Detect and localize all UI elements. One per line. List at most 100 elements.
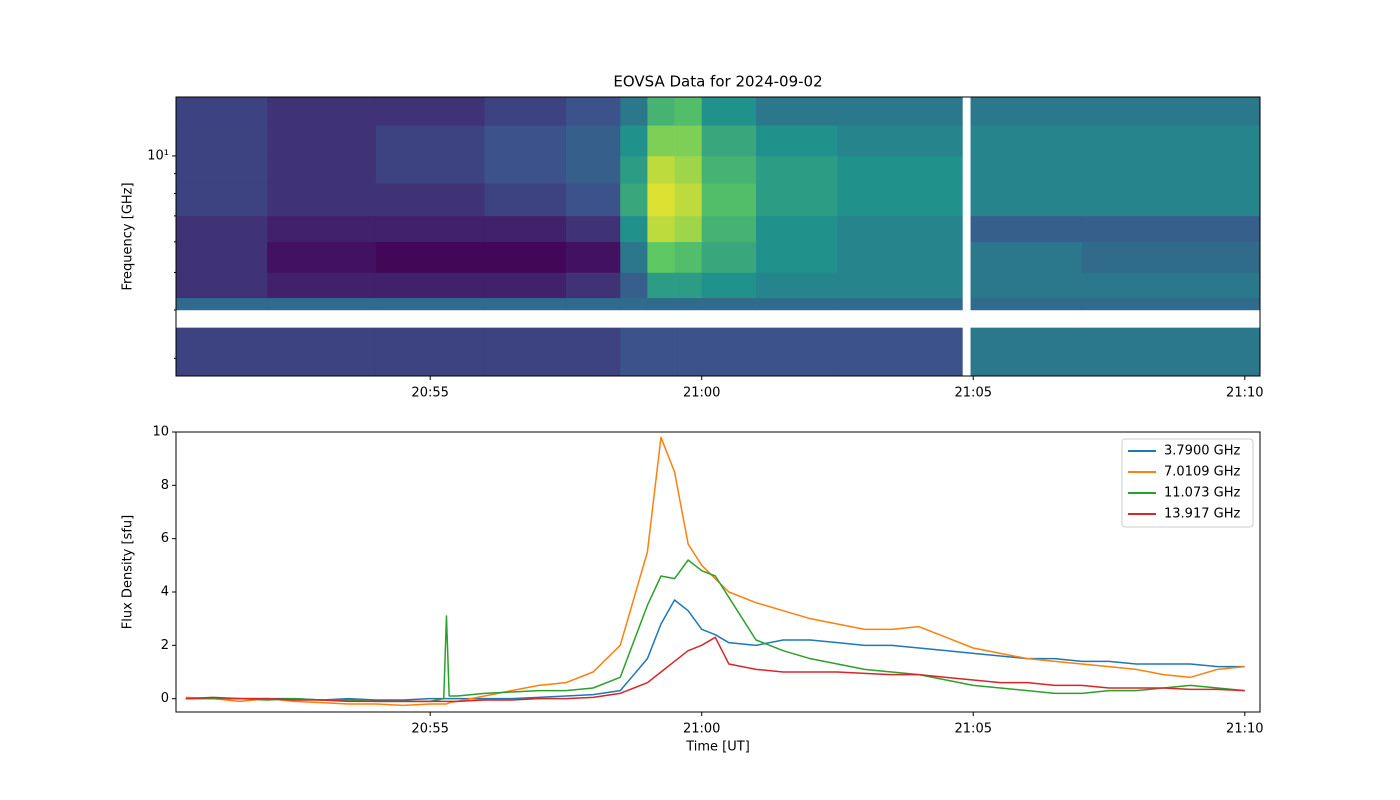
axes-frame [175,431,1261,713]
heatmap-cell [647,297,675,311]
plot-area [185,436,1245,707]
heatmap-cell [647,215,675,243]
y-tick-label: 0 [161,691,169,706]
heatmap-cell [970,272,1083,299]
heatmap-cell [756,297,838,311]
heatmap-cell [620,155,648,184]
heatmap-cell [375,215,485,243]
x-tick-label: 20:55 [411,386,448,401]
heatmap-cell [565,155,621,184]
legend-label: 11.073 GHz [1164,486,1240,501]
heatmap-cell [756,155,838,184]
heatmap-cell [970,125,1083,157]
heatmap-cell [484,125,567,157]
heatmap-cell [647,183,675,217]
heatmap-cell [1081,327,1260,376]
series-line [185,559,1245,703]
heatmap-cell [647,125,675,157]
heatmap-cell [674,183,703,217]
heatmap-cell [620,183,648,217]
heatmap-cell [647,327,675,376]
heatmap-cell [176,297,268,311]
heatmap-cell [620,327,648,376]
y-axis-label: Frequency [GHz] [121,182,136,290]
heatmap-cell [620,125,648,157]
heatmap-cell [701,272,757,299]
heatmap-cell [1081,241,1260,273]
heatmap-cell [620,241,648,273]
heatmap-cell [176,183,268,217]
plot-area [176,97,1260,376]
y-tick-label: 10¹ [147,148,169,163]
heatmap-cell [1081,97,1260,126]
heatmap-cell [176,125,268,157]
heatmap-cell [837,125,963,157]
legend-label: 3.7900 GHz [1164,444,1240,459]
heatmap-cell [674,272,703,299]
heatmap-cell [701,97,757,126]
heatmap-cell [756,183,838,217]
heatmap-cell [970,327,1083,376]
heatmap-cell [565,97,621,126]
heatmap-cell [756,241,838,273]
heatmap-cell [267,97,377,126]
x-tick-label: 21:10 [1226,722,1263,737]
heatmap-cell [701,327,757,376]
heatmap-cell [647,241,675,273]
heatmap-cell [970,183,1083,217]
heatmap-cell [756,215,838,243]
heatmap-cell [176,327,268,376]
chart-title: EOVSA Data for 2024-09-02 [613,73,822,91]
heatmap-cell [267,327,377,376]
heatmap-cell [620,272,648,299]
heatmap-cell [484,97,567,126]
heatmap-cell [375,97,485,126]
heatmap-cell [970,155,1083,184]
heatmap-cell [484,215,567,243]
x-tick-label: 21:00 [683,722,720,737]
y-tick-label: 6 [161,531,169,546]
heatmap-cell [565,327,621,376]
heatmap-cell [375,155,485,184]
heatmap-cell [484,241,567,273]
heatmap-cell [837,241,963,273]
heatmap-cell [565,241,621,273]
x-tick-label: 21:10 [1226,386,1263,401]
heatmap-cell [176,272,268,299]
heatmap-cell [837,297,963,311]
heatmap-cell [176,215,268,243]
heatmap-cell [176,97,268,126]
heatmap-cell [267,297,377,311]
heatmap-cell [267,215,377,243]
heatmap-cell [565,215,621,243]
heatmap-cell [375,327,485,376]
heatmap-cell [267,155,377,184]
y-tick-label: 2 [161,638,169,653]
heatmap-cell [1081,297,1260,311]
heatmap-cell [375,241,485,273]
heatmap-cell [1081,125,1260,157]
heatmap-cell [1081,272,1260,299]
heatmap-cell [375,272,485,299]
heatmap-cell [1081,183,1260,217]
heatmap-cell [484,297,567,311]
heatmap-cell [970,97,1083,126]
heatmap-cell [267,272,377,299]
y-tick-label: 4 [161,585,169,600]
heatmap-cell [674,297,703,311]
heatmap-cell [674,97,703,126]
heatmap-cell [701,241,757,273]
heatmap-cell [484,327,567,376]
x-tick-label: 21:05 [955,386,992,401]
heatmap-cell [837,215,963,243]
heatmap-cell [565,297,621,311]
heatmap-cell [701,125,757,157]
heatmap-cell [1081,215,1260,243]
heatmap-cell [701,155,757,184]
heatmap-cell [837,272,963,299]
heatmap-cell [837,155,963,184]
x-tick-label: 20:55 [411,722,448,737]
heatmap-cell [375,125,485,157]
heatmap-cell [565,125,621,157]
heatmap-cell [267,241,377,273]
